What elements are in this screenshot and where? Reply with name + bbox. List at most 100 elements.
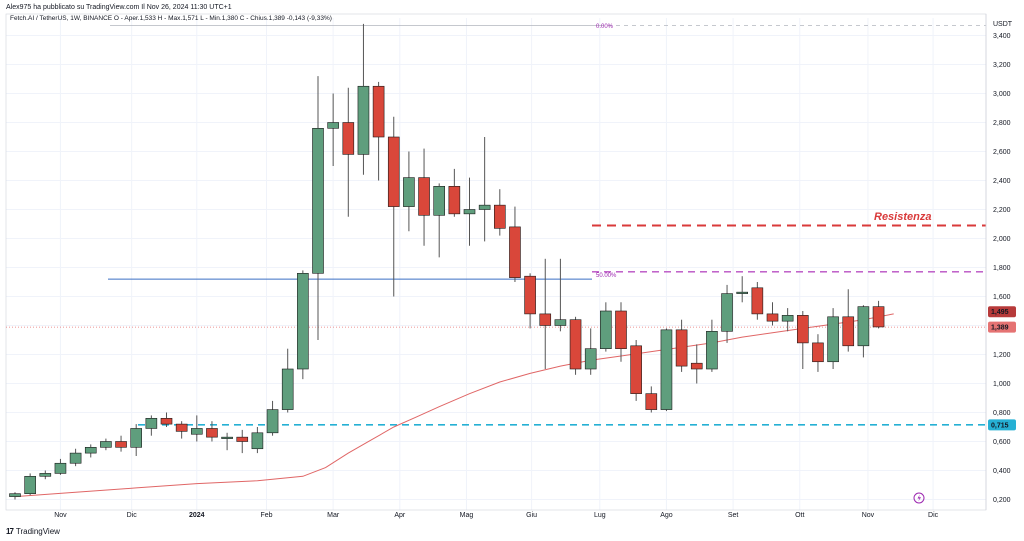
fib-top-label: 0.00%: [596, 24, 614, 30]
candle: [372, 81, 385, 181]
publisher-text: Alex975 ha pubblicato su TradingView.com…: [6, 4, 232, 11]
candle-body: [100, 441, 112, 448]
candle: [842, 289, 855, 352]
candle: [69, 448, 82, 467]
candle-body: [478, 204, 491, 210]
candle-body: [297, 272, 309, 370]
last-price-tag-bg: [988, 306, 1016, 318]
price-tick-label: 3,400: [993, 33, 1011, 40]
candle: [872, 300, 885, 329]
price-tick-label: 0,200: [993, 497, 1011, 504]
flash-icon[interactable]: [913, 492, 925, 504]
candle-body: [342, 122, 355, 155]
chart-grid: [5, 13, 987, 511]
candle: [554, 258, 567, 332]
candle-body: [463, 209, 476, 215]
candle-body: [327, 122, 339, 129]
candle: [706, 319, 718, 372]
candle: [539, 258, 552, 369]
candle-body: [721, 293, 733, 332]
candle: [251, 427, 264, 454]
tradingview-icon: 17: [6, 527, 14, 536]
close-price-tag-text: 1,389: [991, 325, 1009, 332]
candle: [857, 305, 870, 358]
price-tick-label: 2,400: [993, 178, 1011, 185]
close-price-tag-bg: [988, 321, 1016, 333]
resistance-label: Resistenza: [874, 211, 931, 223]
candle: [9, 492, 21, 500]
candle-body: [690, 362, 703, 370]
candle: [403, 151, 415, 232]
candle: [781, 308, 794, 332]
candle-body: [827, 316, 839, 363]
time-axis: Nov Dic 2024 Feb Mar Apr Mag Giu Lug Ago Set Ott Nov…: [54, 512, 938, 519]
time-tick-label: Mar: [327, 512, 340, 519]
candle-body: [872, 306, 885, 328]
candle-body: [372, 85, 385, 138]
price-tick-label: 3,200: [993, 62, 1011, 69]
candle-body: [357, 85, 370, 155]
candle: [721, 284, 733, 343]
candle-body: [84, 446, 97, 454]
candle: [660, 328, 673, 412]
candle: [191, 415, 203, 442]
candle-body: [615, 310, 627, 350]
price-tick-label: 0,800: [993, 410, 1011, 417]
candle-body: [751, 287, 764, 315]
candle-body: [312, 128, 324, 274]
candle: [84, 444, 97, 458]
price-tick-label: 1,200: [993, 352, 1011, 359]
last-price-tag-text: 1,495: [991, 309, 1009, 316]
candle-body: [600, 310, 612, 350]
candle-body: [584, 348, 597, 370]
price-tick-label: 0,600: [993, 439, 1011, 446]
candle-body: [448, 186, 461, 215]
candle: [145, 415, 158, 436]
candle-body: [493, 204, 506, 229]
candle-body: [281, 368, 294, 410]
candle-body: [524, 275, 536, 315]
candle: [751, 282, 764, 320]
candle: [736, 276, 749, 303]
candle-body: [554, 319, 567, 326]
fib-mid-label: 50.00%: [596, 273, 617, 279]
candle-body: [569, 319, 582, 370]
plot-border: [5, 13, 987, 511]
candle-body: [539, 313, 552, 326]
time-tick-label: Apr: [394, 512, 406, 519]
time-tick-label: Ago: [660, 512, 673, 519]
candle: [524, 273, 536, 329]
support-price-tag: 0,715: [988, 419, 1016, 431]
candle: [766, 302, 779, 326]
candle-body: [433, 186, 446, 216]
candle-body: [251, 432, 264, 450]
time-tick-label: Giu: [526, 512, 537, 519]
candle-body: [206, 428, 218, 438]
candle: [39, 470, 52, 480]
price-tick-label: 1,600: [993, 294, 1011, 301]
candle: [160, 412, 173, 427]
candle-body: [781, 315, 794, 322]
price-tick-label: 2,000: [993, 236, 1011, 243]
time-tick-label: Lug: [594, 512, 606, 519]
candle: [100, 438, 112, 451]
candle: [569, 316, 582, 375]
candle: [827, 308, 839, 369]
candle: [115, 435, 127, 452]
candle: [327, 93, 339, 166]
tradingview-brand: TradingView: [15, 527, 60, 536]
candle-body: [675, 329, 688, 367]
candle: [463, 177, 476, 246]
candle: [24, 473, 36, 496]
candle-body: [660, 329, 673, 410]
chart-legend: Fetch.AI / TetherUS, 1W, BINANCE O - Ape…: [10, 15, 332, 22]
price-tick-label: 2,600: [993, 149, 1011, 156]
candle-body: [115, 441, 127, 448]
time-tick-label: Nov: [54, 512, 67, 519]
candle: [221, 432, 233, 451]
candle: [175, 421, 188, 439]
price-tick-label: 2,200: [993, 207, 1011, 214]
tradingview-logo[interactable]: 17 TradingView: [6, 527, 60, 536]
candle: [130, 424, 142, 456]
